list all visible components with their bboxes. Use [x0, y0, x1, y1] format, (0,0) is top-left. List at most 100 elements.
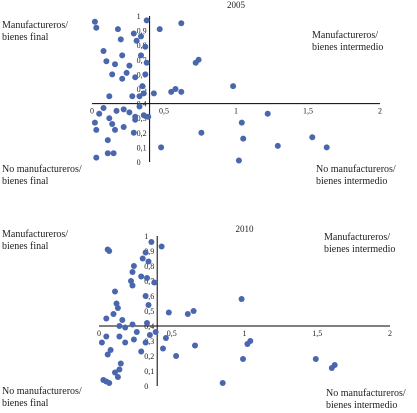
data-point: [107, 347, 114, 353]
data-point: [238, 296, 245, 302]
data-point: [120, 106, 127, 113]
data-point: [160, 345, 166, 352]
x-tick-label: 0,5: [159, 107, 169, 116]
y-tick-label: 0,9: [137, 27, 147, 36]
data-point: [145, 258, 152, 265]
data-point: [168, 88, 175, 95]
x-tick-label: 0,5: [167, 329, 177, 338]
y-tick-label: 0,1: [137, 143, 147, 152]
data-point: [116, 323, 123, 329]
data-point: [103, 315, 110, 322]
quadrant-label-top-left: Manufactureros/: [2, 20, 68, 31]
data-point: [119, 52, 126, 59]
data-point: [144, 320, 150, 326]
data-point: [104, 150, 111, 157]
y-tick-label: 1: [144, 232, 148, 241]
data-point: [100, 377, 107, 383]
data-point: [112, 126, 118, 133]
data-point: [142, 249, 149, 256]
data-point: [129, 321, 136, 328]
y-tick-label: 0,4: [137, 100, 147, 109]
data-point: [192, 59, 199, 66]
data-point: [235, 157, 242, 164]
y-tick-label: 0,4: [144, 322, 154, 331]
y-tick-label: 0,8: [137, 41, 147, 50]
x-tick-label: 2: [388, 329, 392, 338]
data-point: [274, 142, 281, 149]
data-point: [116, 333, 123, 340]
data-point: [230, 83, 237, 90]
y-tick-label: 0: [137, 158, 141, 167]
data-point: [156, 26, 163, 33]
data-point: [114, 26, 121, 33]
data-point: [139, 255, 146, 262]
x-tick-label: 1: [234, 107, 238, 116]
y-tick-label: 0,5: [137, 85, 147, 94]
data-point: [140, 90, 147, 97]
data-point: [138, 52, 144, 59]
data-point: [113, 300, 120, 307]
y-tick-label: 0,3: [137, 114, 147, 123]
data-point: [328, 365, 335, 371]
data-point: [130, 129, 137, 136]
data-point: [150, 90, 157, 97]
quadrant-label-top-left: bienes final: [2, 32, 49, 43]
data-point: [178, 88, 185, 95]
y-tick-label: 0,2: [144, 352, 154, 361]
data-point: [117, 360, 124, 367]
quadrant-label-bottom-right: bienes intermedio: [326, 400, 397, 411]
data-point: [103, 333, 110, 340]
y-tick-label: 0,2: [137, 129, 147, 138]
y-tick-label: 0,6: [137, 70, 147, 79]
data-point: [133, 37, 140, 44]
quadrant-label-bottom-left: No manufactureros/: [2, 386, 82, 397]
data-point: [104, 137, 111, 144]
data-point: [93, 126, 100, 133]
data-point: [126, 62, 133, 69]
quadrant-label-top-right: bienes intermedio: [324, 244, 395, 255]
data-point: [114, 374, 121, 380]
data-point: [152, 329, 159, 335]
data-point: [240, 356, 246, 362]
x-tick-label: 1: [243, 329, 247, 338]
data-point: [158, 144, 165, 151]
data-point: [132, 74, 139, 81]
data-point: [172, 86, 179, 92]
data-point: [136, 103, 143, 110]
data-point: [240, 135, 247, 142]
data-point: [100, 48, 107, 54]
data-point: [116, 366, 123, 373]
data-point: [146, 332, 153, 338]
data-point: [323, 144, 330, 151]
quadrant-label-bottom-right: bienes intermedio: [316, 176, 387, 187]
y-tick-label: 1: [137, 12, 141, 21]
data-point: [110, 311, 117, 317]
data-point: [138, 33, 144, 40]
data-point: [145, 113, 152, 120]
data-point: [138, 348, 145, 355]
y-tick-label: 0: [144, 382, 148, 391]
quadrant-label-bottom-right: No manufactureros/: [326, 388, 406, 399]
y-tick-label: 0,7: [144, 277, 154, 286]
data-point: [244, 341, 251, 347]
data-point: [129, 269, 136, 275]
data-point: [143, 59, 150, 66]
data-point: [173, 353, 180, 359]
data-point: [120, 124, 127, 130]
data-point: [117, 36, 124, 43]
data-point: [112, 369, 118, 376]
data-point: [126, 109, 133, 116]
data-point: [114, 305, 121, 311]
data-point: [93, 154, 100, 161]
data-point: [264, 110, 271, 117]
data-point: [133, 329, 140, 335]
scatter-panel-2010: 2010 0 0,5 1 1,5 2 0 0,1 0,2 0,3 0,4 0,5 0,6 0,7 0,8 0,…: [2, 224, 406, 411]
data-point: [136, 93, 143, 100]
data-point: [129, 282, 136, 289]
data-point: [151, 279, 158, 286]
data-point: [110, 150, 117, 157]
data-point: [162, 335, 169, 341]
data-point: [238, 119, 245, 126]
data-point: [109, 71, 116, 78]
data-point: [91, 119, 98, 126]
